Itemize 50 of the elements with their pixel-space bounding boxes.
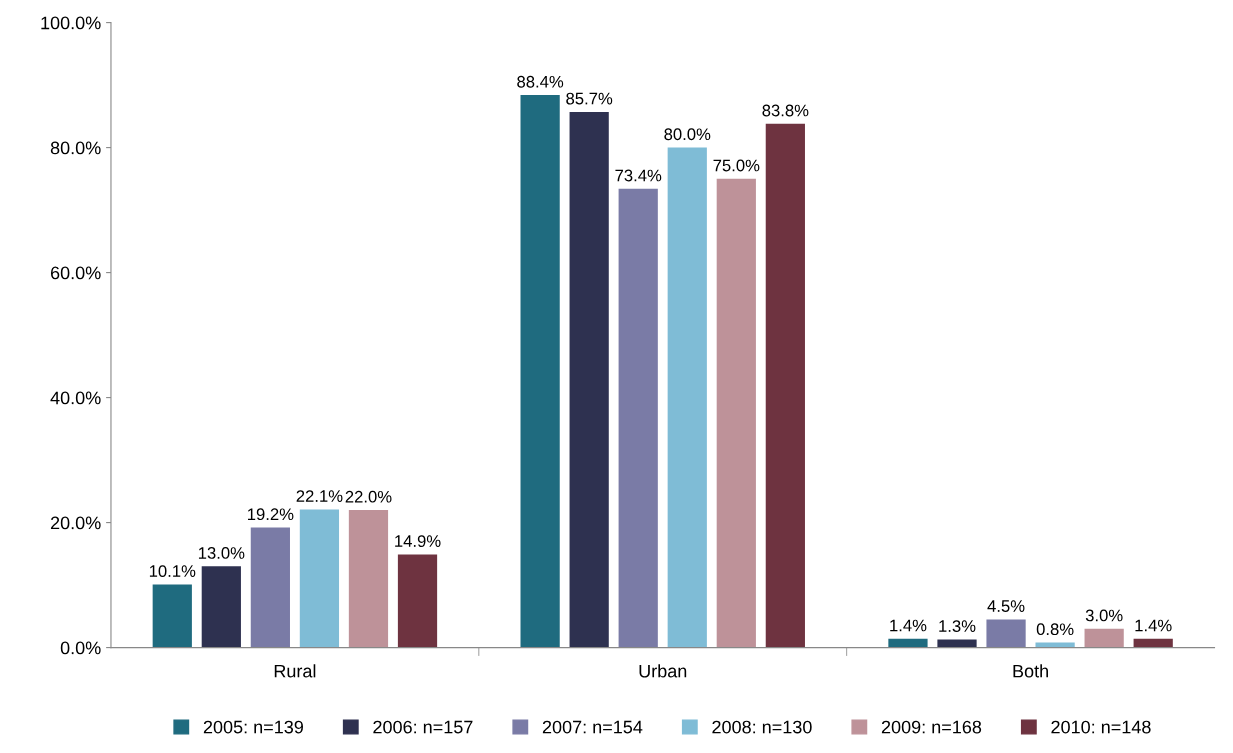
bar	[397, 554, 438, 648]
data-label: 1.4%	[890, 619, 927, 632]
bar	[201, 566, 241, 648]
data-label: 1.3%	[939, 620, 976, 632]
x-tick-label: Both	[1013, 664, 1048, 678]
y-tick-label: 60.0%	[50, 266, 101, 280]
bar	[937, 639, 977, 648]
bar	[618, 188, 658, 648]
x-tick-label: Rural	[274, 664, 316, 678]
legend-label: 2009: n=168	[881, 720, 982, 734]
data-label: 13.0%	[198, 547, 245, 559]
data-label: 75.0%	[713, 159, 760, 172]
bar	[888, 638, 928, 648]
data-label: 22.0%	[345, 490, 392, 503]
bar	[716, 178, 756, 648]
data-label: 19.2%	[248, 508, 294, 521]
bar	[520, 95, 560, 648]
data-label: 4.5%	[987, 600, 1025, 612]
bar	[250, 527, 290, 648]
data-label: 88.4%	[517, 75, 564, 88]
bar	[765, 123, 805, 648]
legend-label: 2006: n=157	[373, 720, 473, 734]
bar	[152, 584, 192, 648]
bar	[1133, 638, 1173, 648]
y-tick-label: 80.0%	[50, 141, 101, 155]
bar	[1084, 628, 1124, 648]
data-label: 73.4%	[615, 169, 662, 182]
y-tick-label: 40.0%	[50, 391, 101, 405]
bar	[348, 510, 389, 648]
bar	[986, 619, 1026, 648]
data-label: 1.4%	[1135, 619, 1172, 632]
bar	[569, 111, 609, 648]
legend-label: 2010: n=148	[1051, 720, 1151, 734]
bar	[667, 147, 707, 648]
data-label: 80.0%	[664, 128, 711, 141]
y-tick-label: 0.0%	[60, 641, 101, 655]
legend-label: 2008: n=130	[712, 720, 812, 734]
data-label: 83.8%	[762, 104, 809, 117]
legend-label: 2005: n=139	[203, 720, 303, 734]
x-tick-label: Urban	[639, 664, 687, 678]
data-label: 85.7%	[566, 92, 613, 105]
data-label: 22.1%	[296, 490, 343, 502]
y-tick-label: 100.0%	[41, 16, 101, 30]
data-label: 10.1%	[149, 565, 196, 577]
bar	[299, 509, 340, 648]
data-label: 3.0%	[1085, 609, 1123, 622]
legend-label: 2007: n=154	[542, 720, 643, 734]
y-tick-label: 20.0%	[50, 516, 101, 530]
data-label: 14.9%	[395, 535, 441, 547]
data-label: 0.8%	[1036, 623, 1074, 636]
